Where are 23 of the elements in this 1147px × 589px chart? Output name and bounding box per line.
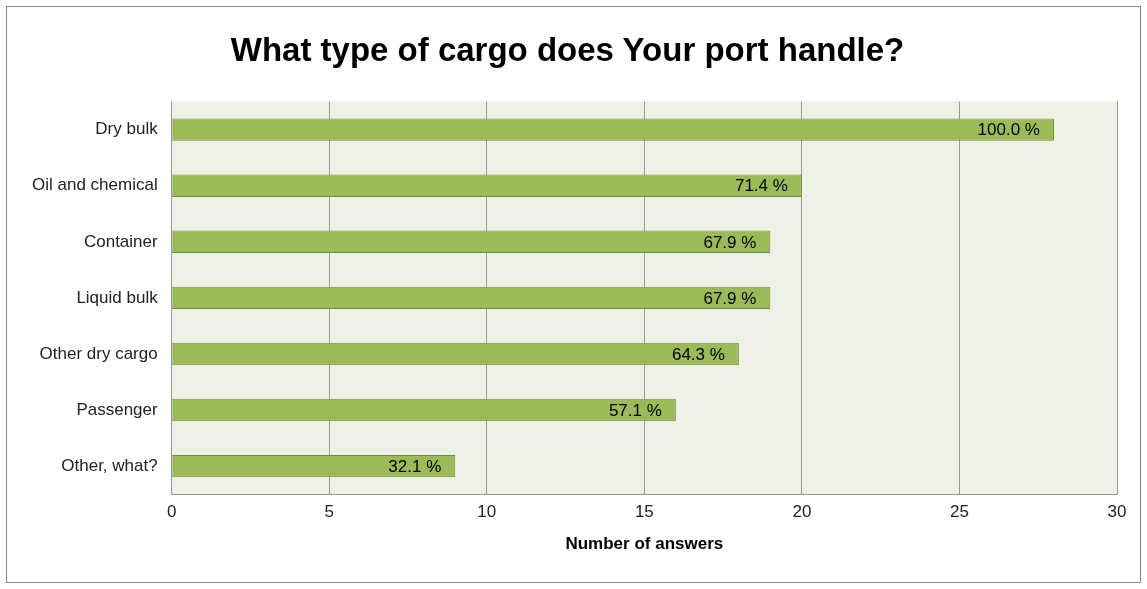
y-tick-label: Other dry cargo xyxy=(39,343,158,363)
annotation: 67.9 % xyxy=(703,232,757,252)
x-tick-label: 0 xyxy=(166,502,177,522)
y-tick-label: Liquid bulk xyxy=(76,287,159,307)
y-tick-label: Container xyxy=(83,231,158,251)
y-tick-label: Passenger xyxy=(76,399,158,419)
x-tick-label: 15 xyxy=(634,502,654,522)
y-tick-label: Dry bulk xyxy=(95,119,159,139)
x-tick-label: 10 xyxy=(477,502,497,522)
annotation: 67.9 % xyxy=(703,288,757,308)
annotation: 100.0 % xyxy=(977,120,1040,140)
x-tick-label: 5 xyxy=(324,502,334,522)
annotation: 32.1 % xyxy=(388,456,442,476)
annotation: 71.4 % xyxy=(734,176,788,196)
y-tick-label: Other, what? xyxy=(61,455,158,475)
x-tick-label: 25 xyxy=(949,502,969,522)
x-tick-label: 20 xyxy=(792,502,812,522)
annotation: 57.1 % xyxy=(608,400,662,420)
y-tick-label: Oil and chemical xyxy=(31,175,158,195)
annotation: 64.3 % xyxy=(671,344,725,364)
x-axis-title: Number of answers xyxy=(565,534,724,554)
chart-title: What type of cargo does Your port handle? xyxy=(230,30,905,68)
x-tick-label: 30 xyxy=(1107,502,1127,522)
